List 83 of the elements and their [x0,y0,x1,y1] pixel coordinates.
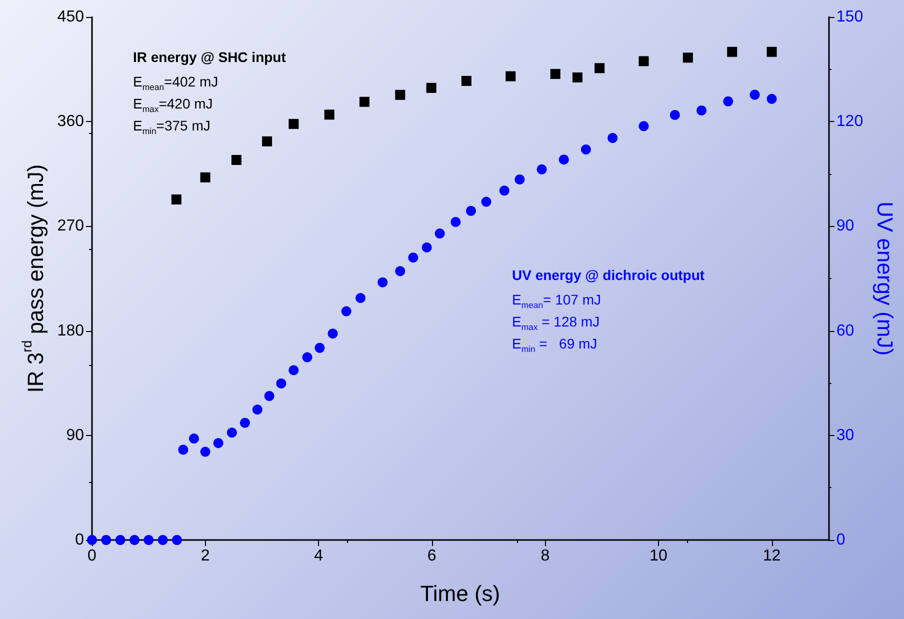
y-tick-label: 450 [57,8,84,26]
point [682,52,693,63]
point [240,418,250,428]
point [580,144,591,154]
point [727,46,738,57]
x-tick-label: 2 [200,548,210,564]
point [324,110,334,120]
point [696,105,707,116]
annotation: IR energy @ SHC input [133,49,286,65]
point [328,328,338,339]
point [638,121,649,132]
point [171,194,182,204]
y2-tick-label: 150 [836,8,864,26]
y-tick-label: 360 [57,113,84,130]
point [158,535,168,545]
y-tick-label: 270 [57,218,84,235]
annotation: UV energy @ dichroic output [512,267,705,283]
point [434,228,445,239]
point [302,352,312,362]
point [766,46,777,57]
point [723,96,734,106]
point [200,172,210,182]
point [288,365,299,376]
y-tick-label: 90 [66,426,84,444]
x-axis-title: Time (s) [420,580,500,606]
point [395,90,406,100]
point [359,96,370,107]
point [129,535,140,545]
point [550,68,560,79]
point [536,164,547,174]
point [252,404,262,415]
point [670,110,680,120]
y2-tick-label: 60 [836,322,854,340]
point [499,186,510,196]
point [481,196,492,207]
point [766,94,777,104]
point [264,391,274,401]
point [144,535,154,545]
x-tick-label: 12 [762,548,781,564]
point [226,428,237,438]
point [466,206,476,216]
point [608,132,618,143]
y2-axis-title: UV energy (mJ) [872,201,898,356]
y2-tick-label: 0 [836,532,846,548]
point [461,76,472,86]
point [172,535,182,545]
x-tick-label: 6 [427,548,436,564]
point [558,154,569,165]
y2-tick-label: 120 [836,113,864,130]
x-tick-label: 0 [88,548,97,564]
point [426,82,436,93]
point [178,444,188,455]
point [572,72,582,82]
point [638,56,649,66]
y-axis-title: IR 3rd pass energy (mJ) [20,164,48,393]
point [231,154,242,165]
point [408,252,418,263]
y2-tick-label: 90 [836,218,854,235]
point [422,242,432,252]
point [115,535,126,545]
y2-tick-label: 30 [836,426,854,444]
point [288,118,299,129]
point [506,71,516,82]
point [314,342,325,353]
x-tick-label: 4 [314,548,324,564]
point [213,438,224,448]
x-tick-label: 8 [540,548,550,564]
point [378,277,388,288]
y-tick-label: 180 [57,322,84,340]
point [356,293,366,304]
x-tick-label: 10 [650,548,668,564]
point [101,535,112,545]
point [341,306,352,316]
y-tick-label: 0 [75,532,84,548]
point [188,434,199,444]
point [262,136,272,146]
point [276,378,286,388]
point [450,217,461,228]
point [514,174,525,184]
point [395,266,406,276]
point [200,446,210,457]
point [594,63,605,74]
point [750,90,760,100]
